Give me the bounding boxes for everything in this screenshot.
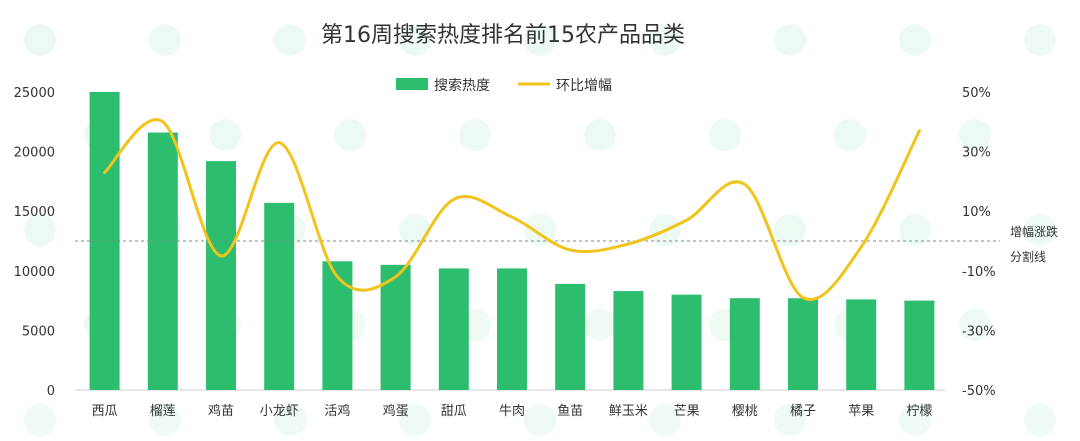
x-tick-label: 榴莲: [150, 404, 176, 419]
watermark-mark: [274, 404, 306, 436]
legend: 搜索热度 环比增幅: [396, 77, 612, 94]
watermark-mark: [899, 24, 931, 56]
watermark-mark: [959, 309, 991, 341]
line-series: [103, 118, 921, 301]
y-axis-right: 50% 30% 10% -10% -30% -50%: [962, 86, 996, 399]
y-left-tick-label: 0: [47, 384, 55, 399]
watermark-mark: [399, 404, 431, 436]
y-left-tick-label: 10000: [14, 265, 55, 280]
watermark-mark: [774, 24, 806, 56]
watermark-mark: [149, 404, 181, 436]
chart-title: 第16周搜索热度排名前15农产品品类: [321, 23, 685, 48]
x-tick-label: 鱼苗: [557, 403, 583, 419]
line-path: [103, 118, 921, 301]
x-tick-label: 柠檬: [906, 404, 932, 419]
watermark-mark: [524, 404, 556, 436]
x-tick-label: 甜瓜: [441, 403, 467, 419]
x-tick-label: 小龙虾: [260, 404, 299, 419]
y-right-tick-label: 30%: [962, 146, 991, 161]
x-tick-label: 鲜玉米: [609, 404, 648, 419]
bar: [497, 268, 527, 390]
watermark-mark: [399, 24, 431, 56]
watermark-mark: [584, 119, 616, 151]
x-tick-label: 芒果: [674, 403, 700, 419]
bar-series: [89, 92, 935, 390]
x-tick-label: 橘子: [790, 403, 816, 419]
legend-bar-label: 搜索热度: [434, 77, 490, 94]
watermark-mark: [274, 24, 306, 56]
bar: [671, 294, 702, 390]
legend-line-label: 环比增幅: [556, 78, 612, 94]
x-tick-label: 鸡苗: [208, 403, 234, 419]
watermark-mark: [1024, 404, 1056, 436]
watermark-mark: [899, 404, 931, 436]
watermark-mark: [209, 119, 241, 151]
watermark-mark: [24, 404, 56, 436]
bar: [438, 268, 469, 390]
y-left-tick-label: 5000: [22, 324, 55, 339]
watermark-mark: [584, 309, 616, 341]
x-tick-label: 牛肉: [499, 404, 525, 419]
bar: [380, 264, 411, 390]
reference-line-label-2: 分割线: [1010, 249, 1046, 264]
x-tick-label: 鸡蛋: [383, 403, 409, 419]
bar: [206, 161, 236, 390]
bar: [846, 299, 877, 390]
bar: [729, 298, 760, 390]
watermark-mark: [1024, 24, 1056, 56]
watermark-mark: [899, 214, 931, 246]
y-left-tick-label: 15000: [14, 205, 55, 220]
watermark-mark: [649, 24, 681, 56]
watermark-mark: [774, 214, 806, 246]
x-tick-label: 苹果: [848, 404, 874, 419]
x-tick-label: 樱桃: [732, 403, 758, 419]
bar: [555, 283, 586, 390]
x-tick-label: 活鸡: [324, 403, 350, 419]
x-tick-label: 西瓜: [92, 404, 118, 419]
watermark-mark: [834, 119, 866, 151]
reference-line-label-1: 增幅涨跌: [1010, 224, 1058, 239]
watermark-mark: [524, 24, 556, 56]
watermark-mark: [334, 119, 366, 151]
watermark-mark: [24, 214, 56, 246]
y-right-tick-label: 50%: [962, 86, 991, 101]
watermark-mark: [24, 24, 56, 56]
bar: [613, 291, 644, 390]
bar: [904, 300, 935, 390]
watermark-mark: [399, 214, 431, 246]
bar: [322, 261, 353, 390]
y-left-tick-label: 20000: [14, 146, 55, 161]
watermark-mark: [709, 119, 741, 151]
watermark-mark: [649, 404, 681, 436]
y-axis-left: 25000 20000 15000 10000 5000 0: [14, 86, 55, 399]
y-left-tick-label: 25000: [14, 86, 55, 101]
y-right-tick-label: -30%: [962, 324, 996, 339]
bar: [788, 298, 818, 390]
bar: [147, 132, 178, 390]
bar: [264, 202, 295, 390]
watermark-mark: [959, 119, 991, 151]
y-right-tick-label: -50%: [962, 384, 996, 399]
watermark-mark: [774, 404, 806, 436]
legend-bar-swatch: [396, 78, 428, 90]
y-right-tick-label: -10%: [962, 265, 996, 280]
watermark-mark: [149, 24, 181, 56]
x-axis-labels: 西瓜 榴莲 鸡苗 小龙虾 活鸡 鸡蛋 甜瓜 牛肉 鱼苗 鲜玉米 芒果 樱桃 橘子 苹果 柠檬: [92, 403, 933, 419]
watermark-mark: [1024, 214, 1056, 246]
y-right-tick-label: 10%: [962, 205, 991, 220]
watermark-mark: [459, 119, 491, 151]
